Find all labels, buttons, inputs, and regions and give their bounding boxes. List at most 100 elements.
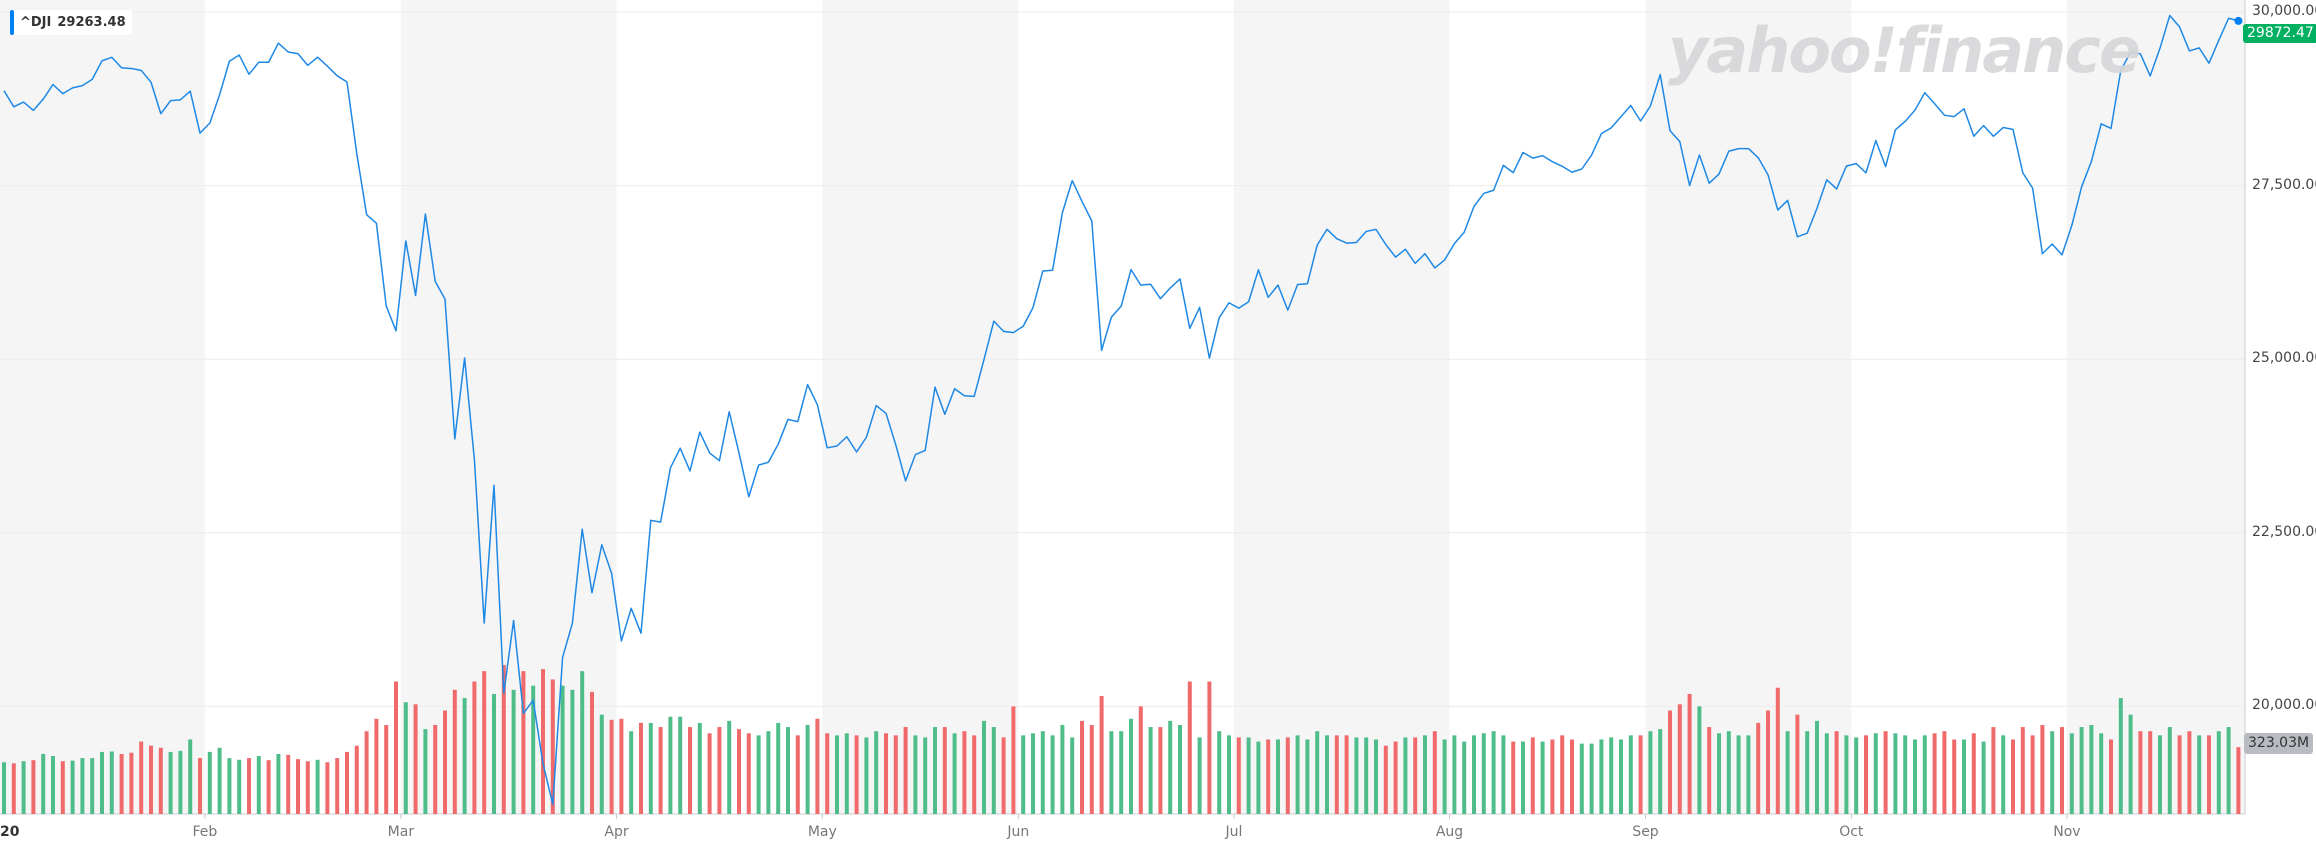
volume-bar [1442,739,1447,814]
volume-bar [2187,731,2192,814]
volume-bar [805,724,810,814]
volume-bar [1903,735,1908,814]
symbol-legend: ^DJI 29263.48 [10,10,132,35]
volume-bar [648,722,653,814]
volume-bar [1354,737,1359,814]
volume-bar [394,681,398,814]
volume-bar [256,756,261,814]
volume-bar [1766,710,1770,814]
volume-bar [1854,737,1859,814]
volume-bar [1550,739,1555,814]
volume-bar [1913,739,1917,814]
volume-bar [1266,739,1271,814]
volume-bar [2138,731,2143,814]
volume-bar [1726,731,1731,814]
volume-bar [413,704,418,814]
volume-bar [678,716,683,814]
x-tick-label: Mar [387,824,415,840]
volume-bar [31,760,36,814]
volume-bar [11,763,16,814]
volume-bar [80,758,85,814]
volume-bar [90,758,95,814]
volume-bar [521,671,526,814]
x-tick-label: 20 [0,824,20,840]
volume-bar [2001,735,2006,814]
volume-bar [1687,693,1692,814]
volume-bar [374,718,379,814]
volume-bar [668,716,673,814]
volume-bar [776,722,781,814]
volume-bar [482,671,487,814]
volume-bar [1393,741,1398,814]
volume-bar [737,729,741,814]
volume-bar [619,718,624,814]
volume-bar [2069,733,2074,814]
volume-bar [1129,718,1133,814]
y-tick-label: 22,500.00 [2252,523,2316,540]
volume-bar [570,689,575,814]
volume-bar [1168,720,1173,814]
volume-bar [1109,731,1114,814]
volume-bar [433,724,438,814]
volume-bar [158,747,163,814]
series-color-marker [10,10,14,35]
volume-bar [1736,735,1741,814]
volume-bar [403,702,408,814]
volume-bar [1521,741,1525,814]
volume-bar [766,731,771,814]
volume-bar [1501,735,1506,814]
volume-bar [609,719,614,814]
volume-bar [1785,731,1790,814]
volume-bar [1432,731,1437,814]
volume-bar [188,739,193,814]
volume-bar [1971,733,1976,814]
volume-bar [1756,722,1761,814]
volume-bar [227,758,232,814]
volume-bar [1864,735,1868,814]
volume-bar [1962,739,1966,814]
volume-bar [903,727,908,814]
volume-bar [1236,737,1241,814]
volume-bar [1628,735,1633,814]
volume-bar [305,761,310,814]
volume-bar [639,722,643,814]
volume-bar [354,745,359,814]
volume-bar [1619,739,1623,814]
volume-bar [1305,739,1310,814]
volume-bar [1315,731,1320,814]
volume-bar [207,751,212,814]
volume-bar [2060,727,2064,814]
volume-bar [1883,731,1888,814]
volume-bar [942,727,947,814]
volume-bar [1383,745,1388,814]
volume-bar [541,669,545,814]
volume-bar [933,727,937,814]
volume-bar [178,750,183,814]
volume-bar [825,733,830,814]
volume-bar [2236,747,2241,814]
volume-bar [286,754,291,814]
y-tick-label: 25,000.00 [2252,350,2316,367]
y-tick-label: 27,500.00 [2252,176,2316,193]
x-tick-label: Sep [1632,824,1659,840]
x-tick-label: Jun [1007,824,1030,840]
volume-bar [2109,739,2113,814]
volume-bar [1481,733,1486,814]
x-tick-label: Jul [1225,824,1243,840]
month-band [1233,0,1450,814]
volume-bar [580,671,585,814]
volume-bar [1413,737,1418,814]
volume-bar [2020,727,2025,814]
volume-bar [1677,704,1682,814]
volume-bar [1462,741,1467,814]
volume-bar [1795,714,1800,814]
volume-bar [1746,735,1751,814]
volume-bar [266,760,271,814]
volume-bar [100,751,104,814]
volume-bar [1452,735,1457,814]
volume-bar [1178,724,1182,814]
volume-bar [2177,735,2182,814]
volume-bar [697,722,702,814]
volume-bar [2050,731,2055,814]
